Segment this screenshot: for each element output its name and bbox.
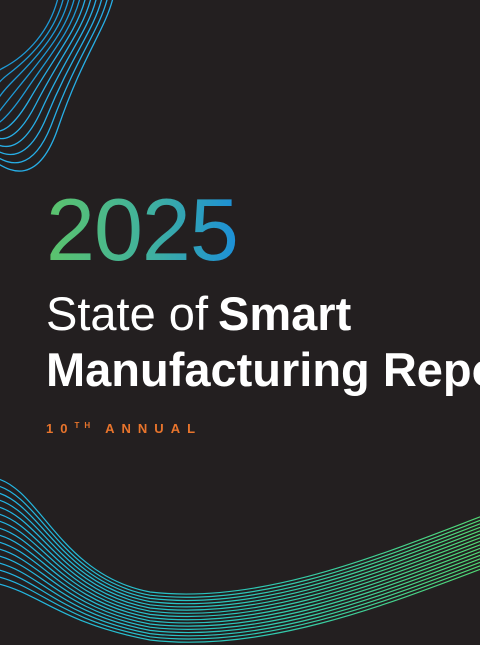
wave-line (0, 479, 480, 595)
wave-line (0, 541, 480, 624)
wave-line (0, 0, 103, 156)
edition: 10TH ANNUAL (46, 421, 202, 436)
wave-line (0, 0, 75, 112)
wave-line (0, 499, 480, 605)
title-light: State of (46, 287, 208, 340)
title-bold: Smart (218, 287, 352, 340)
year: 2025 (46, 180, 239, 279)
wave-line (0, 0, 70, 98)
wave-line (0, 561, 480, 637)
wave-line (0, 0, 92, 140)
wave-line (0, 565, 480, 640)
wave-line (0, 513, 480, 611)
wave-line (0, 486, 480, 598)
bottom-lines (0, 479, 480, 643)
wave-line (0, 0, 81, 123)
wave-line (0, 0, 114, 172)
wave-line (0, 0, 108, 164)
wave-line (0, 548, 480, 627)
wave-line (0, 506, 480, 608)
wave-line (0, 568, 480, 643)
wave-line (0, 554, 480, 630)
wave-line (0, 0, 97, 148)
title-line-2: Manufacturing Report (46, 343, 480, 396)
edition-suffix: TH (74, 421, 96, 430)
wave-line (0, 0, 64, 83)
edition-label: ANNUAL (105, 421, 203, 436)
title-line-1: State of Smart (46, 290, 351, 337)
wave-line (0, 527, 480, 618)
wave-line (0, 534, 480, 621)
wave-line (0, 0, 86, 132)
wave-line (0, 493, 480, 602)
top-lines (0, 0, 114, 172)
wave-line (0, 520, 480, 614)
wave-line (0, 0, 59, 71)
wave-line (0, 558, 480, 634)
edition-number: 10 (46, 421, 75, 436)
